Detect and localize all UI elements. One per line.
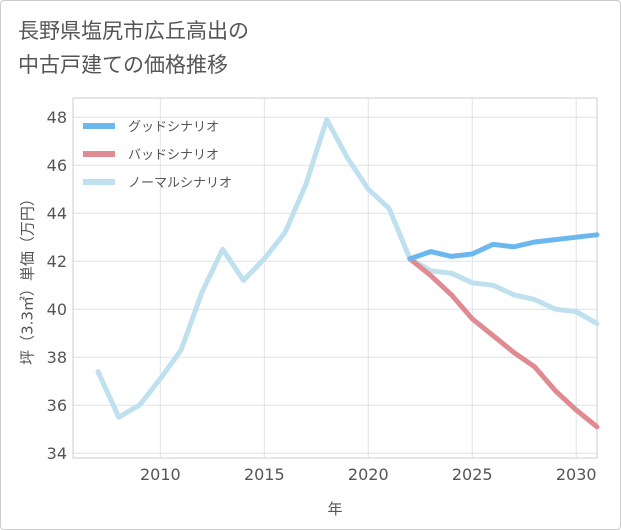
legend-label-0: グッドシナリオ — [128, 120, 219, 135]
series-line-グッドシナリオ — [407, 232, 600, 262]
x-tick-label-2030: 2030 — [556, 465, 597, 484]
chart-title-line-1: 長野県塩尻市広丘高出の — [18, 19, 249, 43]
x-tick-label-2010: 2010 — [140, 465, 181, 484]
x-tick-label-2020: 2020 — [348, 465, 389, 484]
series-lines — [95, 117, 600, 430]
y-tick-label-42: 42 — [47, 252, 67, 271]
chart-title: 長野県塩尻市広丘高出の 中古戸建ての価格推移 — [18, 14, 249, 82]
chart-title-line-2: 中古戸建ての価格推移 — [18, 53, 228, 77]
y-axis-label: 坪（3.3㎡）単価（万円） — [19, 191, 37, 365]
x-tick-label-2025: 2025 — [452, 465, 493, 484]
series-line-ノーマルシナリオ — [95, 117, 600, 420]
plot-area — [72, 97, 598, 459]
grid-lines — [73, 98, 597, 458]
y-tick-label-38: 38 — [47, 348, 67, 367]
y-tick-label-36: 36 — [47, 396, 67, 415]
x-axis-label: 年 — [327, 500, 342, 518]
y-tick-label-46: 46 — [47, 156, 67, 175]
series-line-バッドシナリオ — [407, 256, 600, 430]
tick-labels: 2010 2015 2020 2025 2030 34 36 38 40 42 44 46 48 — [47, 108, 597, 484]
legend-label-1: バッドシナリオ — [128, 148, 219, 163]
y-tick-label-44: 44 — [47, 204, 67, 223]
legend-label-2: ノーマルシナリオ — [128, 176, 232, 191]
y-tick-label-40: 40 — [47, 300, 67, 319]
x-tick-label-2015: 2015 — [244, 465, 285, 484]
y-tick-label-34: 34 — [47, 444, 67, 463]
y-tick-label-48: 48 — [47, 108, 67, 127]
